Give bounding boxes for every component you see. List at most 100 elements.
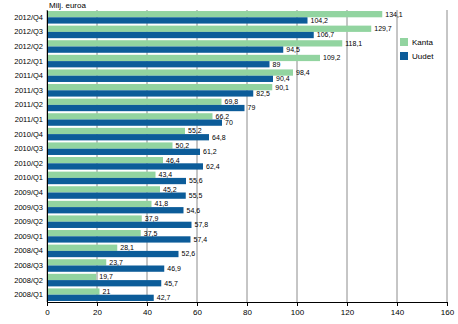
data-label: 98,4 <box>296 69 310 76</box>
bar <box>47 84 272 90</box>
x-tick-label: 120 <box>341 308 355 317</box>
y-tick-label: 2008/Q4 <box>14 246 43 255</box>
y-tick-label: 2012/Q4 <box>14 13 43 22</box>
grid-line <box>97 10 98 302</box>
plot: 134,1129,7118,1109,298,490,169,866,255,2… <box>14 10 455 317</box>
x-tick-label: 100 <box>291 308 305 317</box>
bar <box>47 157 163 163</box>
data-label: 104,2 <box>311 17 329 24</box>
y-tick: 2010/Q4 <box>14 130 47 139</box>
y-tick: 2011/Q2 <box>15 100 47 109</box>
bar <box>47 280 161 286</box>
grid-line <box>347 10 348 302</box>
y-tick-label: 2009/Q4 <box>14 188 43 197</box>
bar <box>47 251 179 257</box>
x-tick-label: 20 <box>93 308 102 317</box>
data-label: 37,9 <box>145 215 159 222</box>
y-tick: 2011/Q3 <box>15 86 47 95</box>
grid-line <box>197 10 198 302</box>
bar <box>47 266 164 272</box>
data-label: 57,8 <box>195 221 209 228</box>
data-label: 55,5 <box>189 192 203 199</box>
legend-label: Kanta <box>412 38 433 47</box>
y-axis: 2012/Q42012/Q32012/Q22012/Q12011/Q42011/… <box>14 11 47 303</box>
bar <box>47 186 160 192</box>
x-tick-label: 140 <box>391 308 405 317</box>
data-label: 43,4 <box>159 171 173 178</box>
bar <box>47 90 253 96</box>
data-label: 118,1 <box>345 40 362 47</box>
y-tick-label: 2012/Q3 <box>14 27 43 36</box>
data-label: 79 <box>248 104 256 111</box>
data-label: 129,7 <box>374 25 392 32</box>
x-tick: 20 <box>93 302 102 317</box>
y-tick-label: 2009/Q1 <box>14 232 43 241</box>
bar <box>47 193 186 199</box>
y-tick-label: 2011/Q1 <box>15 115 43 124</box>
x-tick-label: 80 <box>243 308 252 317</box>
x-tick-label: 160 <box>441 308 455 317</box>
grid-line <box>47 10 48 302</box>
axis-label: Milj. euroa <box>49 1 86 10</box>
data-label: 45,2 <box>163 186 177 193</box>
data-label: 89 <box>273 61 281 68</box>
x-tick-mark <box>397 302 398 306</box>
data-label: 69,8 <box>225 98 239 105</box>
data-label: 37,5 <box>144 230 158 237</box>
y-tick-label: 2010/Q1 <box>14 173 43 182</box>
legend-swatch <box>400 38 408 46</box>
bar <box>47 245 117 251</box>
y-tick: 2009/Q3 <box>14 203 47 212</box>
y-tick: 2012/Q4 <box>14 13 47 22</box>
data-label: 23,7 <box>109 259 123 266</box>
data-label: 19,7 <box>99 273 113 280</box>
data-label: 28,1 <box>120 244 134 251</box>
y-tick: 2010/Q3 <box>14 144 47 153</box>
bar <box>47 76 273 82</box>
bar <box>47 69 293 75</box>
bar <box>47 259 106 265</box>
bar <box>47 201 152 207</box>
bar <box>47 222 192 228</box>
bar <box>47 207 184 213</box>
bar <box>47 215 142 221</box>
data-label: 54,6 <box>187 207 201 214</box>
data-label: 55,2 <box>188 127 202 134</box>
y-tick: 2008/Q1 <box>14 290 47 299</box>
bar <box>47 172 156 178</box>
y-tick-label: 2008/Q1 <box>14 290 43 299</box>
x-axis: 020406080100120140160 <box>45 302 454 317</box>
y-tick-label: 2010/Q3 <box>14 144 43 153</box>
bar <box>47 61 270 67</box>
y-tick: 2008/Q4 <box>14 246 47 255</box>
grid-line <box>397 10 398 302</box>
data-label: 70 <box>225 119 233 126</box>
y-tick: 2011/Q4 <box>15 71 47 80</box>
y-axis-line <box>47 11 48 303</box>
bar <box>47 17 308 23</box>
data-label: 41,8 <box>155 200 169 207</box>
bar <box>47 149 200 155</box>
y-tick-label: 2010/Q4 <box>14 130 43 139</box>
data-label: 46,9 <box>167 265 181 272</box>
grid-line <box>297 10 298 302</box>
y-tick-label: 2008/Q2 <box>14 276 43 285</box>
y-tick-label: 2009/Q3 <box>14 203 43 212</box>
x-tick: 120 <box>341 302 355 317</box>
y-tick: 2009/Q1 <box>14 232 47 241</box>
x-tick-label: 60 <box>193 308 202 317</box>
data-label: 61,2 <box>203 148 217 155</box>
bar <box>47 120 222 126</box>
legend-swatch <box>400 52 408 60</box>
data-label: 106,7 <box>317 31 335 38</box>
data-label: 46,4 <box>166 157 180 164</box>
y-tick: 2012/Q1 <box>14 57 47 66</box>
x-tick-mark <box>147 302 148 306</box>
y-tick: 2011/Q1 <box>15 115 47 124</box>
x-tick-mark <box>297 302 298 306</box>
y-tick-label: 2009/Q2 <box>14 217 43 226</box>
data-label: 90,1 <box>275 84 289 91</box>
data-label: 90,4 <box>276 75 290 82</box>
data-label: 52,6 <box>182 250 196 257</box>
x-tick-mark <box>447 302 448 306</box>
